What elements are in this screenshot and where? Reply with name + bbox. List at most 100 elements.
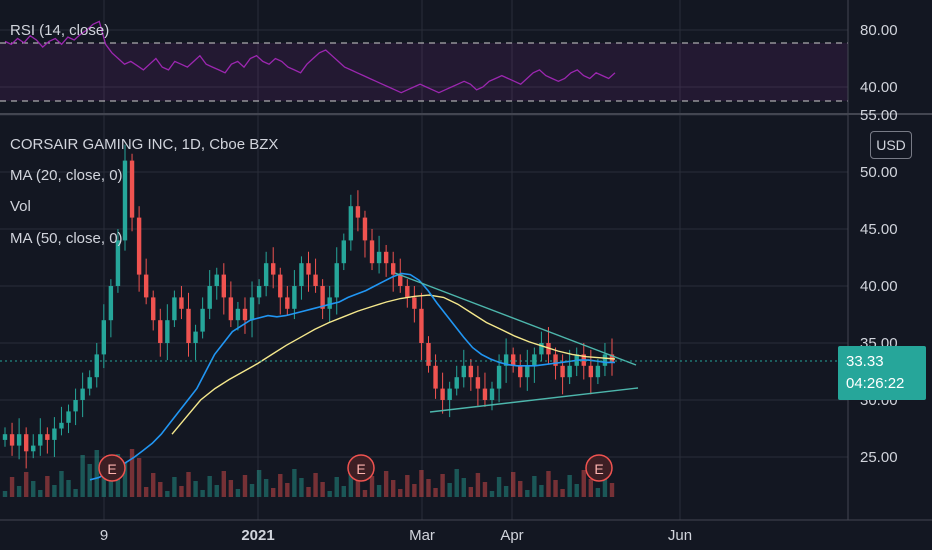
volume-bar xyxy=(38,490,43,497)
upper-trendline xyxy=(394,272,637,366)
candle-body xyxy=(518,365,523,378)
volume-bar xyxy=(426,479,431,497)
candle-body xyxy=(468,365,474,378)
volume-bar xyxy=(143,487,149,497)
candle-body xyxy=(263,263,269,286)
volume-bar xyxy=(242,475,248,497)
volume-bar xyxy=(341,486,346,497)
volume-bar xyxy=(31,481,36,497)
candle-body xyxy=(285,297,290,309)
volume-bar xyxy=(165,491,170,497)
volume-bar xyxy=(207,476,212,497)
volume-bar xyxy=(532,476,537,497)
candle-body xyxy=(299,263,304,286)
candle-body xyxy=(200,308,205,332)
volume-bar xyxy=(588,479,594,497)
volume-bar xyxy=(151,473,156,497)
volume-bar xyxy=(228,480,234,497)
bar-countdown: 04:26:22 xyxy=(846,375,905,392)
candle-body xyxy=(320,286,325,309)
volume-bar xyxy=(405,475,410,497)
volume-bar xyxy=(186,472,191,497)
volume-bar xyxy=(560,489,565,497)
candle-body xyxy=(426,343,431,366)
volume-bar xyxy=(609,483,615,497)
rsi-line xyxy=(4,20,616,94)
volume-bar xyxy=(179,486,184,497)
volume-bar xyxy=(2,491,8,497)
ma50-legend[interactable]: MA (50, close, 0) xyxy=(10,230,123,247)
volume-bars xyxy=(2,449,615,497)
candle-body xyxy=(52,428,57,440)
volume-bar xyxy=(369,476,375,497)
candle-body xyxy=(59,422,64,429)
candle-body xyxy=(9,434,15,446)
volume-bar xyxy=(518,481,523,497)
earnings-marker-label: E xyxy=(107,461,116,477)
last-price-value: 33.33 xyxy=(846,353,884,370)
candle-body xyxy=(383,251,389,264)
volume-bar xyxy=(595,488,601,497)
candle-body xyxy=(242,308,248,321)
volume-bar xyxy=(419,470,424,497)
volume-legend[interactable]: Vol xyxy=(10,198,31,215)
candle-body xyxy=(482,388,488,400)
volume-bar xyxy=(581,470,586,497)
candle-body xyxy=(419,308,424,343)
volume-bar xyxy=(45,476,50,497)
volume-bar xyxy=(193,481,198,497)
volume-bar xyxy=(66,480,71,497)
candle-body xyxy=(369,240,375,264)
candle-body xyxy=(38,434,43,446)
volume-bar xyxy=(129,449,135,497)
volume-bar xyxy=(59,471,64,497)
candle-body xyxy=(228,297,234,321)
symbol-title[interactable]: CORSAIR GAMING INC, 1D, Cboe BZX xyxy=(10,136,279,153)
ma50-line xyxy=(171,294,616,435)
candle-body xyxy=(115,240,121,286)
volume-bar xyxy=(235,489,241,497)
candle-body xyxy=(73,400,78,412)
volume-bar xyxy=(108,468,114,497)
candle-body xyxy=(136,217,142,275)
volume-bar xyxy=(200,490,205,497)
candle-body xyxy=(327,297,332,309)
candle-body xyxy=(398,274,403,286)
axis-labels: 80.0040.0055.0050.0045.0040.0035.0030.00… xyxy=(100,22,898,544)
volume-bar xyxy=(263,479,269,497)
candle-body xyxy=(31,445,36,452)
candle-body xyxy=(207,286,212,309)
volume-bar xyxy=(376,485,382,497)
candle-body xyxy=(440,388,445,400)
volume-bar xyxy=(553,480,558,497)
volume-bar xyxy=(16,486,22,497)
volume-bar xyxy=(510,472,516,497)
volume-bar xyxy=(461,478,466,497)
candle-body xyxy=(525,365,530,378)
volume-bar xyxy=(249,484,255,497)
candle-body xyxy=(362,217,368,241)
rsi-band xyxy=(0,43,848,101)
candle-body xyxy=(66,411,71,423)
volume-bar xyxy=(602,474,608,497)
volume-bar xyxy=(285,483,290,497)
volume-bar xyxy=(221,471,227,497)
candle-body xyxy=(539,343,544,355)
candle-body xyxy=(256,286,262,298)
volume-bar xyxy=(489,491,495,497)
ma20-legend[interactable]: MA (20, close, 0) xyxy=(10,167,123,184)
volume-bar xyxy=(390,480,396,497)
volume-bar xyxy=(362,490,368,497)
candle-body xyxy=(461,365,466,378)
candle-body xyxy=(588,365,594,378)
candle-body xyxy=(214,274,219,286)
time-axis-label: Mar xyxy=(409,527,435,544)
time-axis-label: 2021 xyxy=(241,527,274,544)
volume-bar xyxy=(475,473,481,497)
volume-bar xyxy=(525,490,530,497)
currency-button[interactable]: USD xyxy=(870,131,912,159)
last-price-tag: 33.33 04:26:22 xyxy=(838,346,926,400)
candle-body xyxy=(45,434,50,440)
